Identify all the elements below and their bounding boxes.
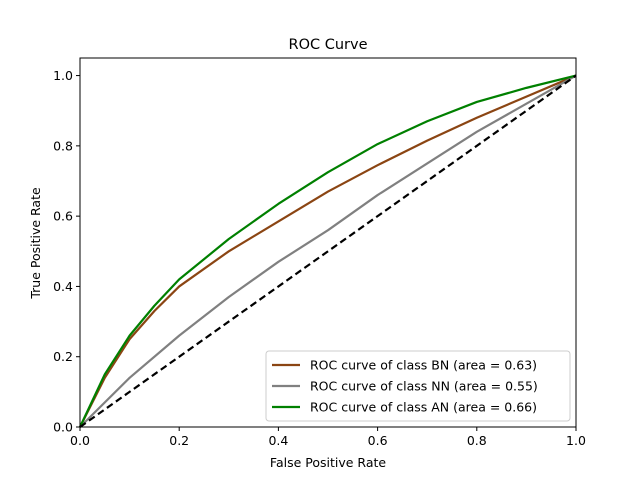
legend-label-1: ROC curve of class NN (area = 0.55) [310, 379, 538, 394]
y-tick-label-2: 0.4 [53, 279, 73, 294]
legend-label-0: ROC curve of class BN (area = 0.63) [310, 358, 537, 373]
chart-title: ROC Curve [289, 37, 368, 53]
x-tick-label-3: 0.6 [368, 433, 388, 448]
x-tick-label-1: 0.2 [169, 433, 189, 448]
plot-frame [79, 57, 577, 428]
series-line-0 [79, 74, 577, 428]
y-axis-label: True Positive Rate [28, 187, 43, 300]
legend-box [265, 350, 571, 422]
y-tick-label-5: 1.0 [53, 68, 73, 83]
x-tick-label-0: 0.0 [70, 433, 90, 448]
x-tick-label-2: 0.4 [268, 433, 288, 448]
x-axis-label: False Positive Rate [270, 455, 386, 470]
y-tick-label-0: 0.0 [53, 420, 73, 435]
y-tick-label-1: 0.2 [53, 349, 73, 364]
plot-area: 0.0 0.2 0.4 0.6 0.8 1.0 0.0 0.2 0.4 0.6 0.8 1.0 ROC … [53, 57, 586, 448]
series-line-2 [79, 74, 577, 428]
diagonal-reference-line [79, 74, 577, 428]
x-tick-label-5: 1.0 [566, 433, 586, 448]
y-tick-label-4: 0.8 [53, 138, 73, 153]
legend-label-2: ROC curve of class AN (area = 0.66) [310, 400, 537, 415]
x-tick-label-4: 0.8 [467, 433, 487, 448]
series-line-1 [79, 74, 577, 428]
y-tick-label-3: 0.6 [53, 209, 73, 224]
